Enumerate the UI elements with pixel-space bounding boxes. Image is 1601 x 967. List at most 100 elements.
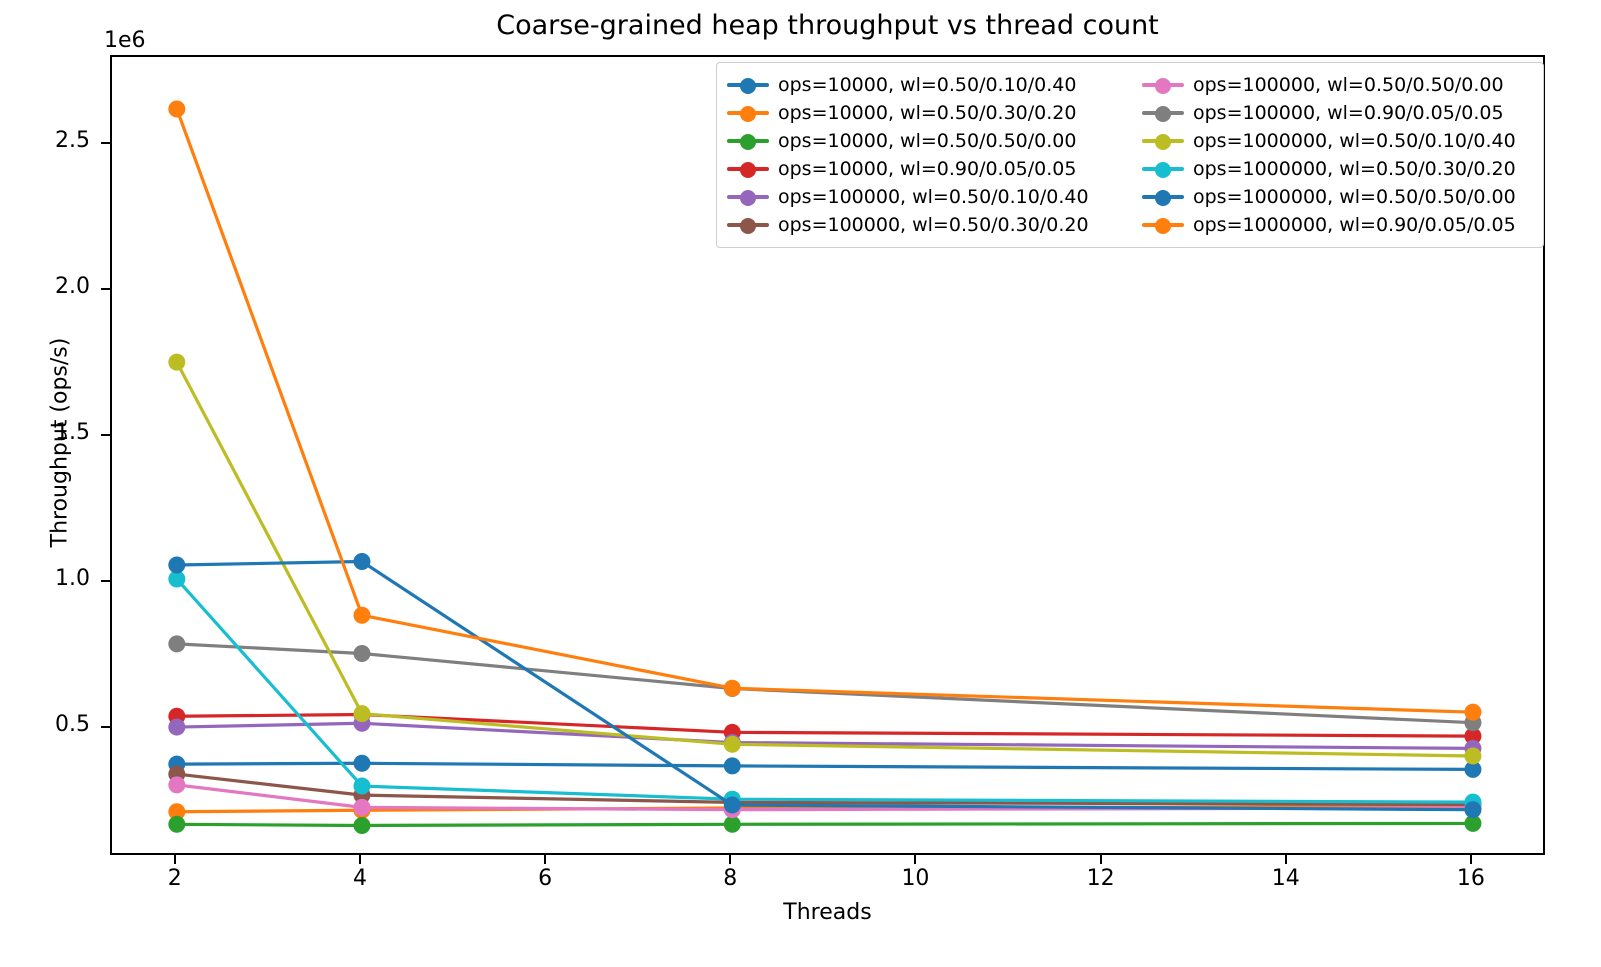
data-point-marker: [353, 553, 371, 571]
series-polyline: [175, 721, 1475, 750]
data-point-marker: [168, 803, 186, 821]
data-point-marker: [168, 635, 186, 653]
data-point-marker: [723, 679, 741, 697]
legend-label: ops=100000, wl=0.50/0.30/0.20: [778, 214, 1089, 236]
series-polyline: [175, 107, 1475, 714]
x-tick-mark: [173, 855, 176, 864]
y-tick-label-wrap: 1.5: [30, 420, 92, 445]
data-point-marker: [723, 796, 741, 814]
legend-label: ops=100000, wl=0.90/0.05/0.05: [1193, 102, 1504, 124]
legend-color-swatch: [727, 132, 769, 150]
x-tick-label: 2: [167, 866, 182, 891]
data-point-marker: [353, 705, 371, 723]
x-tick-label: 10: [901, 866, 930, 891]
series-line: [168, 814, 1482, 834]
legend-color-swatch: [727, 188, 769, 206]
series-polyline: [175, 761, 1475, 772]
data-point-marker: [168, 718, 186, 736]
y-tick-label-wrap: 1.0: [30, 566, 92, 591]
y-tick-label: 2.5: [55, 127, 90, 153]
data-point-marker: [168, 100, 186, 118]
x-tick-label: 6: [538, 866, 553, 891]
legend-entry[interactable]: ops=100000, wl=0.90/0.05/0.05: [1142, 99, 1533, 127]
legend-entry[interactable]: ops=10000, wl=0.50/0.50/0.00: [727, 127, 1118, 155]
series-line: [168, 553, 1482, 819]
y-tick-mark: [101, 725, 110, 728]
legend-label: ops=100000, wl=0.50/0.10/0.40: [778, 186, 1089, 208]
data-point-marker: [353, 754, 371, 772]
legend-color-swatch: [1142, 132, 1184, 150]
data-point-marker: [168, 776, 186, 794]
y-tick-mark: [101, 579, 110, 582]
data-point-marker: [353, 816, 371, 834]
series-polyline: [175, 821, 1475, 828]
y-tick-label-wrap: 0.5: [30, 712, 92, 737]
data-point-marker: [168, 353, 186, 371]
legend-entry[interactable]: ops=1000000, wl=0.50/0.50/0.00: [1142, 183, 1533, 211]
data-point-marker: [723, 757, 741, 775]
legend-label: ops=1000000, wl=0.50/0.10/0.40: [1193, 130, 1516, 152]
data-point-marker: [723, 735, 741, 753]
x-tick-label: 16: [1456, 866, 1485, 891]
data-point-marker: [1464, 747, 1482, 765]
legend-color-swatch: [1142, 76, 1184, 94]
series-polyline: [175, 577, 1475, 804]
data-point-marker: [1464, 814, 1482, 832]
legend-label: ops=1000000, wl=0.50/0.50/0.00: [1193, 186, 1516, 208]
data-point-marker: [723, 815, 741, 833]
legend: ops=10000, wl=0.50/0.10/0.40 ops=100000, …: [716, 62, 1544, 248]
data-point-marker: [1464, 801, 1482, 819]
series-polyline: [175, 642, 1475, 725]
y-tick-mark: [101, 433, 110, 436]
x-tick-label: 14: [1271, 866, 1300, 891]
x-axis-label: Threads: [783, 900, 872, 925]
series-polyline: [175, 559, 1475, 812]
series-line: [168, 100, 1482, 721]
y-tick-mark: [101, 141, 110, 144]
series-polyline: [175, 360, 1475, 758]
y-tick-label-wrap: 2.0: [30, 274, 92, 299]
legend-entry[interactable]: ops=1000000, wl=0.50/0.30/0.20: [1142, 155, 1533, 183]
data-point-marker: [353, 798, 371, 816]
legend-color-swatch: [1142, 104, 1184, 122]
x-tick-mark: [358, 855, 361, 864]
legend-entry[interactable]: ops=100000, wl=0.50/0.10/0.40: [727, 183, 1118, 211]
data-point-marker: [1464, 703, 1482, 721]
y-tick-label: 1.0: [55, 565, 90, 591]
y-axis-offset-label: 1e6: [104, 28, 146, 53]
data-point-marker: [168, 570, 186, 588]
x-tick-label: 12: [1086, 866, 1115, 891]
x-tick-label: 8: [723, 866, 738, 891]
x-tick-mark: [1099, 855, 1102, 864]
legend-color-swatch: [727, 104, 769, 122]
data-point-marker: [353, 645, 371, 662]
y-tick-label: 1.5: [55, 419, 90, 445]
legend-color-swatch: [1142, 216, 1184, 234]
legend-label: ops=1000000, wl=0.90/0.05/0.05: [1193, 214, 1516, 236]
x-tick-mark: [544, 855, 547, 864]
data-point-marker: [168, 815, 186, 833]
legend-entry[interactable]: ops=100000, wl=0.50/0.50/0.00: [1142, 71, 1533, 99]
legend-label: ops=10000, wl=0.50/0.50/0.00: [778, 130, 1077, 152]
data-point-marker: [168, 556, 186, 574]
data-point-marker: [353, 777, 371, 795]
legend-color-swatch: [1142, 188, 1184, 206]
legend-entry[interactable]: ops=100000, wl=0.50/0.30/0.20: [727, 211, 1118, 239]
legend-color-swatch: [1142, 160, 1184, 178]
x-tick-mark: [729, 855, 732, 864]
legend-grid: ops=10000, wl=0.50/0.10/0.40 ops=100000, …: [727, 71, 1533, 239]
y-tick-label: 2.0: [55, 273, 90, 299]
data-point-marker: [353, 606, 371, 624]
legend-label: ops=10000, wl=0.50/0.10/0.40: [778, 74, 1077, 96]
legend-label: ops=10000, wl=0.50/0.30/0.20: [778, 102, 1077, 124]
page-title: Coarse-grained heap throughput vs thread…: [496, 10, 1159, 41]
legend-entry[interactable]: ops=1000000, wl=0.50/0.10/0.40: [1142, 127, 1533, 155]
data-point-marker: [1464, 760, 1482, 778]
legend-entry[interactable]: ops=10000, wl=0.50/0.10/0.40: [727, 71, 1118, 99]
legend-entry[interactable]: ops=10000, wl=0.90/0.05/0.05: [727, 155, 1118, 183]
legend-entry[interactable]: ops=10000, wl=0.50/0.30/0.20: [727, 99, 1118, 127]
y-tick-label: 0.5: [55, 711, 90, 737]
legend-entry[interactable]: ops=1000000, wl=0.90/0.05/0.05: [1142, 211, 1533, 239]
series-polyline: [175, 772, 1475, 807]
